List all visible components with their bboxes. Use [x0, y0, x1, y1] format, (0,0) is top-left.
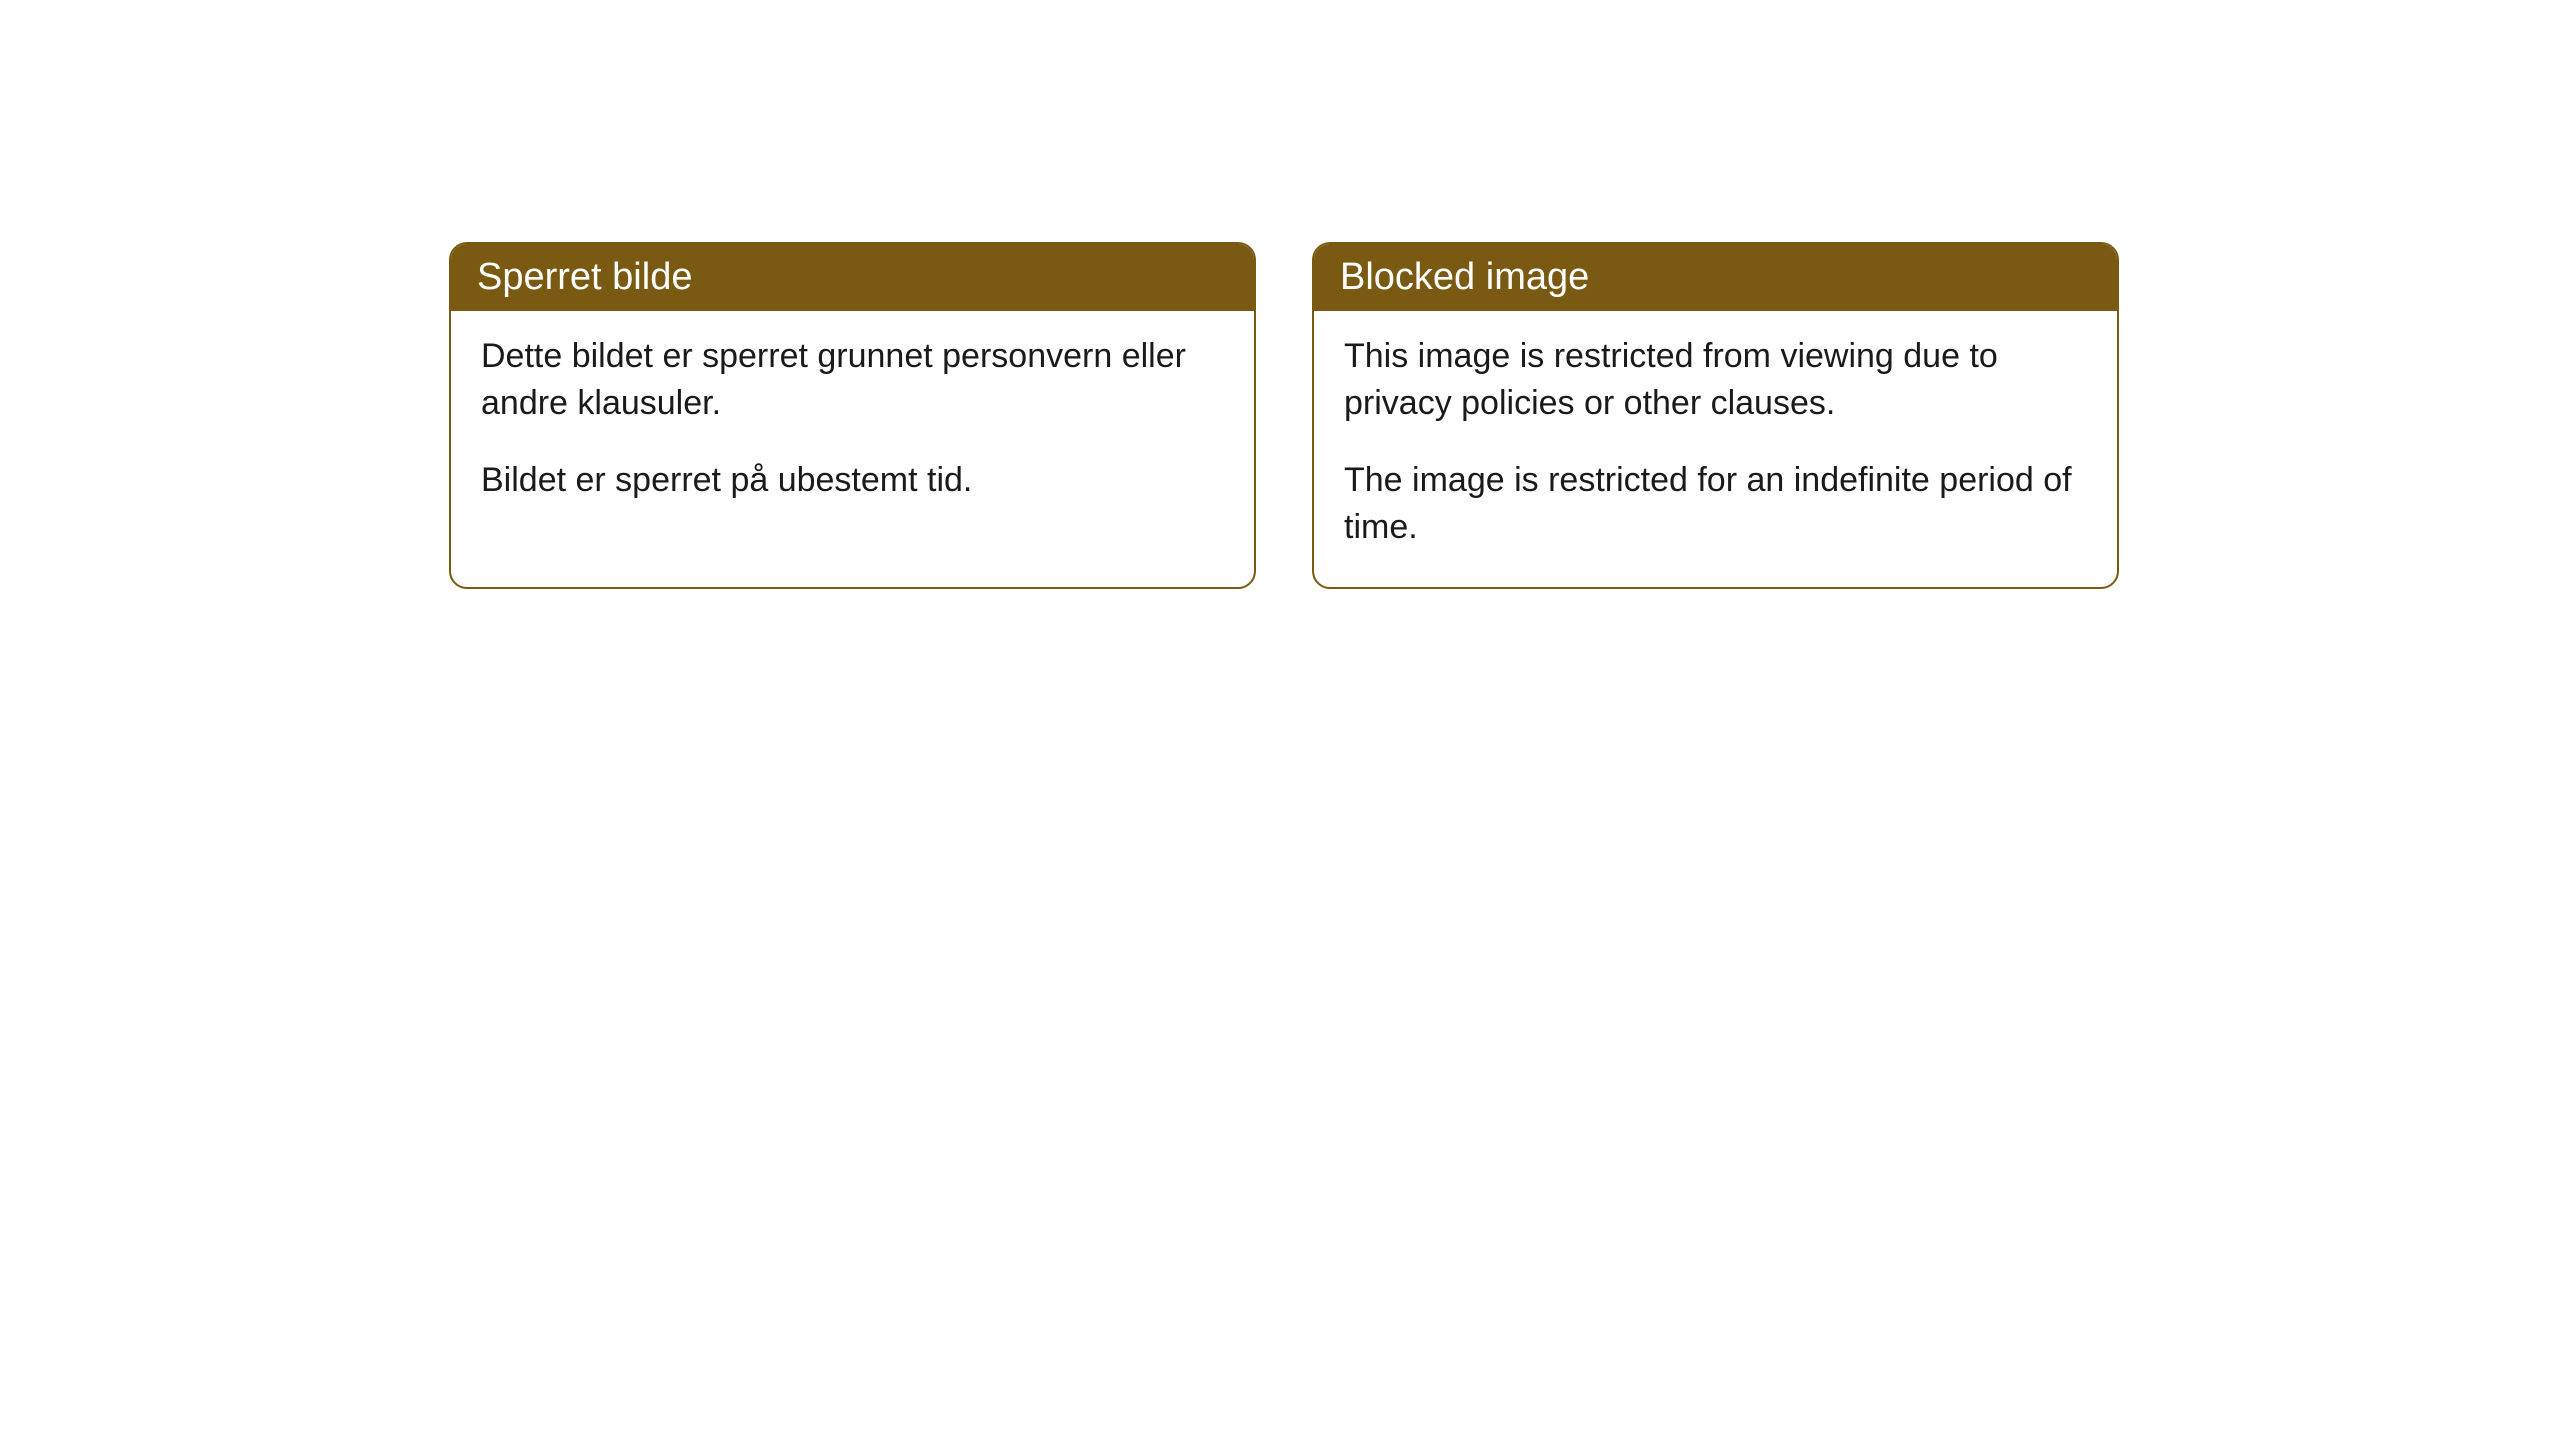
notice-paragraph: Dette bildet er sperret grunnet personve… [481, 333, 1224, 427]
card-body: This image is restricted from viewing du… [1314, 311, 2117, 587]
card-header: Blocked image [1314, 244, 2117, 311]
notice-paragraph: This image is restricted from viewing du… [1344, 333, 2087, 427]
notice-card-norwegian: Sperret bilde Dette bildet er sperret gr… [449, 242, 1256, 589]
notice-paragraph: Bildet er sperret på ubestemt tid. [481, 457, 1224, 504]
notice-cards-container: Sperret bilde Dette bildet er sperret gr… [449, 242, 2119, 589]
card-body: Dette bildet er sperret grunnet personve… [451, 311, 1254, 540]
notice-card-english: Blocked image This image is restricted f… [1312, 242, 2119, 589]
card-header: Sperret bilde [451, 244, 1254, 311]
notice-paragraph: The image is restricted for an indefinit… [1344, 457, 2087, 551]
